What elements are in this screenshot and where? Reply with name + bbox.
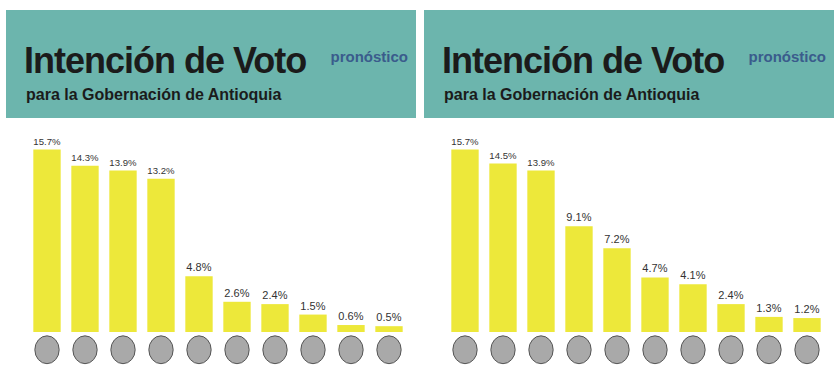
svg-text:7.2%: 7.2% [604, 233, 629, 245]
svg-text:0.6%: 0.6% [338, 310, 363, 322]
svg-text:4.7%: 4.7% [642, 262, 667, 274]
svg-text:0.5%: 0.5% [376, 311, 401, 323]
svg-text:2.6%: 2.6% [224, 287, 249, 299]
svg-text:4.8%: 4.8% [186, 261, 211, 273]
html-text:pronóstico: pronóstico [748, 48, 826, 65]
svg-text:13.9%: 13.9% [527, 157, 555, 168]
html-text:pronóstico: pronóstico [330, 48, 408, 65]
svg-text:2.4%: 2.4% [718, 289, 743, 301]
svg-text:14.5%: 14.5% [489, 150, 517, 161]
html-text:para la Gobernación de Antioqu: para la Gobernación de Antioquia [26, 86, 282, 103]
html-text:para la Gobernación de Antioqu: para la Gobernación de Antioquia [444, 86, 700, 103]
html-text:Intención de Voto: Intención de Voto [442, 40, 725, 81]
svg-text:15.7%: 15.7% [33, 136, 61, 147]
svg-text:2.4%: 2.4% [262, 289, 287, 301]
svg-text:14.3%: 14.3% [71, 152, 99, 163]
svg-text:9.1%: 9.1% [566, 211, 591, 223]
svg-text:1.5%: 1.5% [300, 300, 325, 312]
svg-text:1.3%: 1.3% [756, 302, 781, 314]
svg-text:13.2%: 13.2% [147, 165, 175, 176]
html-text:Intención de Voto: Intención de Voto [24, 40, 307, 81]
svg-text:4.1%: 4.1% [680, 269, 705, 281]
svg-text:1.2%: 1.2% [794, 303, 819, 315]
svg-text:13.9%: 13.9% [109, 157, 137, 168]
svg-text:15.7%: 15.7% [451, 136, 479, 147]
